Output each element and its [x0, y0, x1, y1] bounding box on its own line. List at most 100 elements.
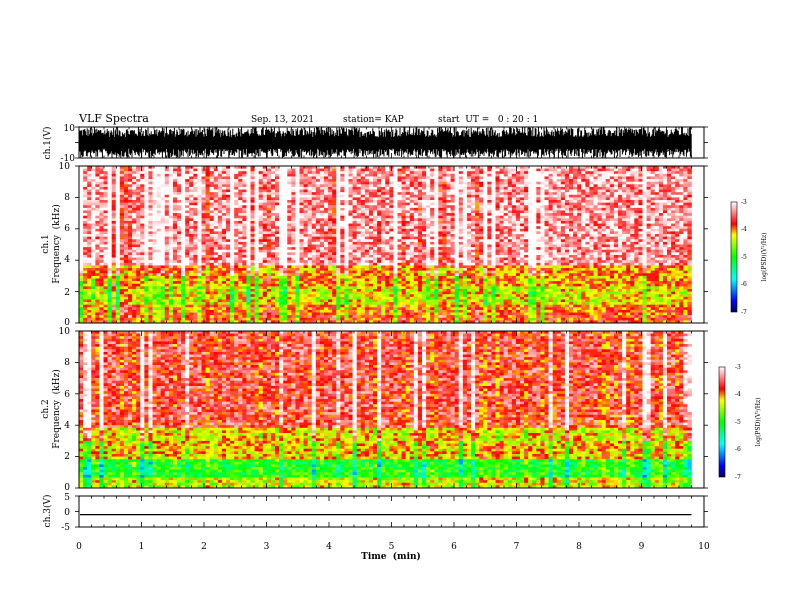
spectrogram-cell — [549, 218, 553, 221]
spectrogram-cell — [447, 245, 451, 248]
spectrogram-cell — [144, 213, 148, 216]
spectrogram-cell — [95, 221, 99, 224]
spectrogram-cell — [451, 176, 455, 179]
spectrogram-cell — [447, 200, 451, 203]
spectrogram-cell — [410, 192, 414, 195]
spectrogram-cell — [287, 171, 291, 174]
spectrogram-cell — [275, 239, 279, 242]
spectrogram-cell — [585, 182, 589, 185]
spectrogram-cell — [189, 247, 193, 250]
spectrogram-cell — [491, 216, 495, 219]
spectrogram-cell — [549, 210, 553, 213]
spectrogram-cell — [197, 184, 201, 187]
spectrogram-cell — [455, 176, 459, 179]
spectrogram-cell — [157, 218, 161, 221]
spectrogram-cell — [251, 179, 255, 182]
spectrogram-cell — [496, 218, 500, 221]
spectrogram-cell — [300, 179, 304, 182]
spectrogram-cell — [561, 224, 565, 227]
spectrogram-cell — [218, 195, 222, 198]
spectrogram-cell — [545, 216, 549, 219]
spectrogram-cell — [418, 226, 422, 229]
spectrogram-cell — [99, 231, 103, 234]
spectrogram-cell — [463, 184, 467, 187]
spectrogram-cell — [663, 247, 667, 250]
spectrogram-cell — [614, 203, 618, 206]
spectrogram-cell — [569, 237, 573, 240]
spectrogram-cell — [279, 226, 283, 229]
spectrogram-cell — [320, 226, 324, 229]
spectrogram-cell — [643, 218, 647, 221]
spectrogram-cell — [173, 205, 177, 208]
spectrogram-cell — [553, 192, 557, 195]
spectrogram-cell — [308, 174, 312, 177]
spectrogram-cell — [255, 197, 259, 200]
spectrogram-cell — [99, 205, 103, 208]
spectrogram-cell — [300, 171, 304, 174]
spectrogram-cell — [422, 245, 426, 248]
spectrogram-cell — [287, 213, 291, 216]
spectrogram-cell — [389, 247, 393, 250]
spectrogram-cell — [536, 182, 540, 185]
spectrogram-cell — [222, 237, 226, 240]
spectrogram-cell — [614, 247, 618, 250]
spectrogram-cell — [242, 174, 246, 177]
spectrogram-cell — [161, 229, 165, 232]
spectrogram-cell — [540, 174, 544, 177]
spectrogram-cell — [369, 216, 373, 219]
spectrogram-cell — [622, 192, 626, 195]
spectrogram-cell — [442, 197, 446, 200]
spectrogram-cell — [283, 174, 287, 177]
spectrogram-cell — [626, 224, 630, 227]
spectrogram-cell — [136, 221, 140, 224]
spectrogram-cell — [361, 192, 365, 195]
spectrogram-cell — [165, 229, 169, 232]
spectrogram-cell — [451, 234, 455, 237]
spectrogram-cell — [251, 250, 255, 253]
spectrogram-cell — [377, 187, 381, 190]
spectrogram-cell — [483, 187, 487, 190]
spectrogram-cell — [283, 234, 287, 237]
spectrogram-cell — [393, 174, 397, 177]
spectrogram-cell — [304, 216, 308, 219]
spectrogram-cell — [496, 184, 500, 187]
spectrogram-cell — [536, 210, 540, 213]
spectrogram-cell — [389, 171, 393, 174]
spectrogram-cell — [185, 210, 189, 213]
spectrogram-cell — [581, 203, 585, 206]
spectrogram-cell — [451, 187, 455, 190]
spectrogram-cell — [675, 213, 679, 216]
spectrogram-cell — [528, 179, 532, 182]
spectrogram-cell — [618, 195, 622, 198]
spectrogram-cell — [316, 237, 320, 240]
spectrogram-cell — [451, 200, 455, 203]
spectrogram-cell — [398, 179, 402, 182]
spectrogram-cell — [255, 221, 259, 224]
spectrogram-cell — [275, 224, 279, 227]
spectrogram-cell — [557, 184, 561, 187]
spectrogram-cell — [389, 210, 393, 213]
spectrogram-cell — [112, 205, 116, 208]
spectrogram-cell — [193, 216, 197, 219]
spectrogram-cell — [259, 234, 263, 237]
spectrogram-cell — [169, 224, 173, 227]
spectrogram-cell — [585, 229, 589, 232]
spectrogram-cell — [255, 184, 259, 187]
spectrogram-cell — [242, 229, 246, 232]
spectrogram-cell — [524, 187, 528, 190]
spectrogram-cell — [459, 245, 463, 248]
spectrogram-cell — [116, 197, 120, 200]
spectrogram-cell — [95, 237, 99, 240]
spectrogram-cell — [459, 226, 463, 229]
spectrogram-cell — [161, 237, 165, 240]
spectrogram-cell — [116, 247, 120, 250]
spectrogram-cell — [336, 205, 340, 208]
spectrogram-cell — [467, 216, 471, 219]
spectrogram-cell — [165, 234, 169, 237]
spectrogram-cell — [332, 182, 336, 185]
spectrogram-cell — [263, 176, 267, 179]
spectrogram-cell — [242, 171, 246, 174]
spectrogram-cell — [565, 216, 569, 219]
spectrogram-cell — [524, 182, 528, 185]
spectrogram-cell — [91, 216, 95, 219]
